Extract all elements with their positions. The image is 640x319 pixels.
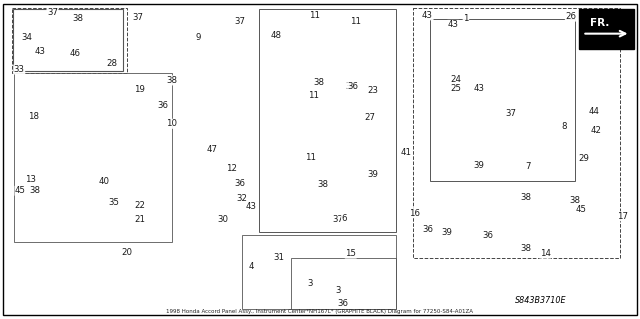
Text: 34: 34	[21, 33, 33, 42]
Text: 1998 Honda Accord Panel Assy., Instrument Center*NH167L* (GRAPHITE BLACK) Diagra: 1998 Honda Accord Panel Assy., Instrumen…	[166, 309, 474, 314]
Bar	[413, 8, 620, 258]
Text: 37: 37	[234, 17, 246, 26]
Bar	[12, 8, 127, 73]
Text: 43: 43	[473, 84, 484, 93]
Text: 4: 4	[248, 262, 253, 271]
Text: 14: 14	[540, 249, 551, 258]
Text: 45: 45	[15, 186, 26, 195]
Bar	[14, 73, 172, 242]
Text: 15: 15	[345, 249, 356, 258]
Text: 11: 11	[349, 17, 361, 26]
Bar	[13, 9, 123, 71]
Text: 19: 19	[134, 85, 145, 94]
Text: 18: 18	[28, 112, 39, 121]
Text: 45: 45	[575, 205, 587, 214]
Text: 36: 36	[157, 101, 169, 110]
Text: 35: 35	[108, 198, 120, 207]
Bar	[291, 258, 396, 309]
Text: 3: 3	[308, 279, 313, 288]
Text: 42: 42	[591, 126, 602, 135]
Text: 44: 44	[588, 107, 600, 115]
Text: 43: 43	[245, 202, 257, 211]
Text: 33: 33	[13, 65, 25, 74]
Text: 27: 27	[364, 113, 376, 122]
Text: 43: 43	[34, 47, 45, 56]
Text: 38: 38	[569, 196, 580, 205]
Text: 12: 12	[226, 164, 237, 173]
Text: 29: 29	[579, 154, 589, 163]
Text: 37: 37	[132, 13, 143, 22]
Text: 11: 11	[309, 11, 321, 20]
Text: 36: 36	[348, 82, 359, 91]
Text: 8: 8	[562, 122, 567, 131]
Text: 36: 36	[234, 179, 246, 188]
Text: 38: 38	[313, 78, 324, 87]
Text: 6: 6	[342, 214, 347, 223]
Text: 39: 39	[474, 161, 484, 170]
Bar	[430, 19, 575, 181]
Text: 36: 36	[482, 231, 493, 240]
Text: 21: 21	[134, 215, 145, 224]
Text: 39: 39	[367, 170, 378, 179]
Text: 13: 13	[25, 175, 36, 184]
Text: FR.: FR.	[590, 18, 609, 28]
Text: 46: 46	[70, 49, 81, 58]
Text: 47: 47	[207, 145, 218, 154]
Text: 41: 41	[401, 148, 412, 157]
Text: 20: 20	[121, 248, 132, 257]
Text: 36: 36	[422, 225, 433, 234]
Text: 11: 11	[305, 153, 316, 162]
Text: 28: 28	[106, 59, 118, 68]
Text: 43: 43	[422, 11, 433, 20]
Polygon shape	[579, 9, 634, 49]
Text: 36: 36	[345, 82, 356, 91]
Text: 16: 16	[409, 209, 420, 218]
Text: 38: 38	[317, 180, 329, 189]
Text: 30: 30	[217, 215, 228, 224]
Text: 9: 9	[196, 33, 201, 42]
Text: 37: 37	[47, 8, 58, 17]
Text: 7: 7	[525, 162, 531, 171]
Text: 32: 32	[236, 194, 248, 203]
Text: 37: 37	[332, 215, 344, 224]
Text: 38: 38	[520, 244, 532, 253]
Text: 3: 3	[335, 286, 340, 295]
Text: 40: 40	[98, 177, 109, 186]
Text: 26: 26	[565, 12, 577, 21]
Text: 1: 1	[463, 14, 468, 23]
Text: S843B3710E: S843B3710E	[515, 296, 566, 305]
Text: 17: 17	[616, 212, 628, 221]
Bar	[259, 9, 396, 232]
Text: 38: 38	[520, 193, 532, 202]
Text: 39: 39	[442, 228, 452, 237]
Text: 31: 31	[273, 253, 284, 262]
Text: 36: 36	[337, 299, 348, 308]
Text: 37: 37	[505, 109, 516, 118]
Text: 11: 11	[308, 91, 319, 100]
Text: 22: 22	[134, 201, 145, 210]
Bar	[242, 235, 396, 309]
Text: 48: 48	[271, 31, 282, 40]
Text: 10: 10	[166, 119, 177, 128]
Text: 43: 43	[447, 20, 459, 29]
Text: 24: 24	[450, 75, 461, 84]
Text: 23: 23	[367, 86, 378, 95]
Text: 38: 38	[166, 76, 177, 85]
Text: 38: 38	[72, 14, 84, 23]
Text: 25: 25	[450, 84, 461, 93]
Text: 38: 38	[29, 186, 41, 195]
